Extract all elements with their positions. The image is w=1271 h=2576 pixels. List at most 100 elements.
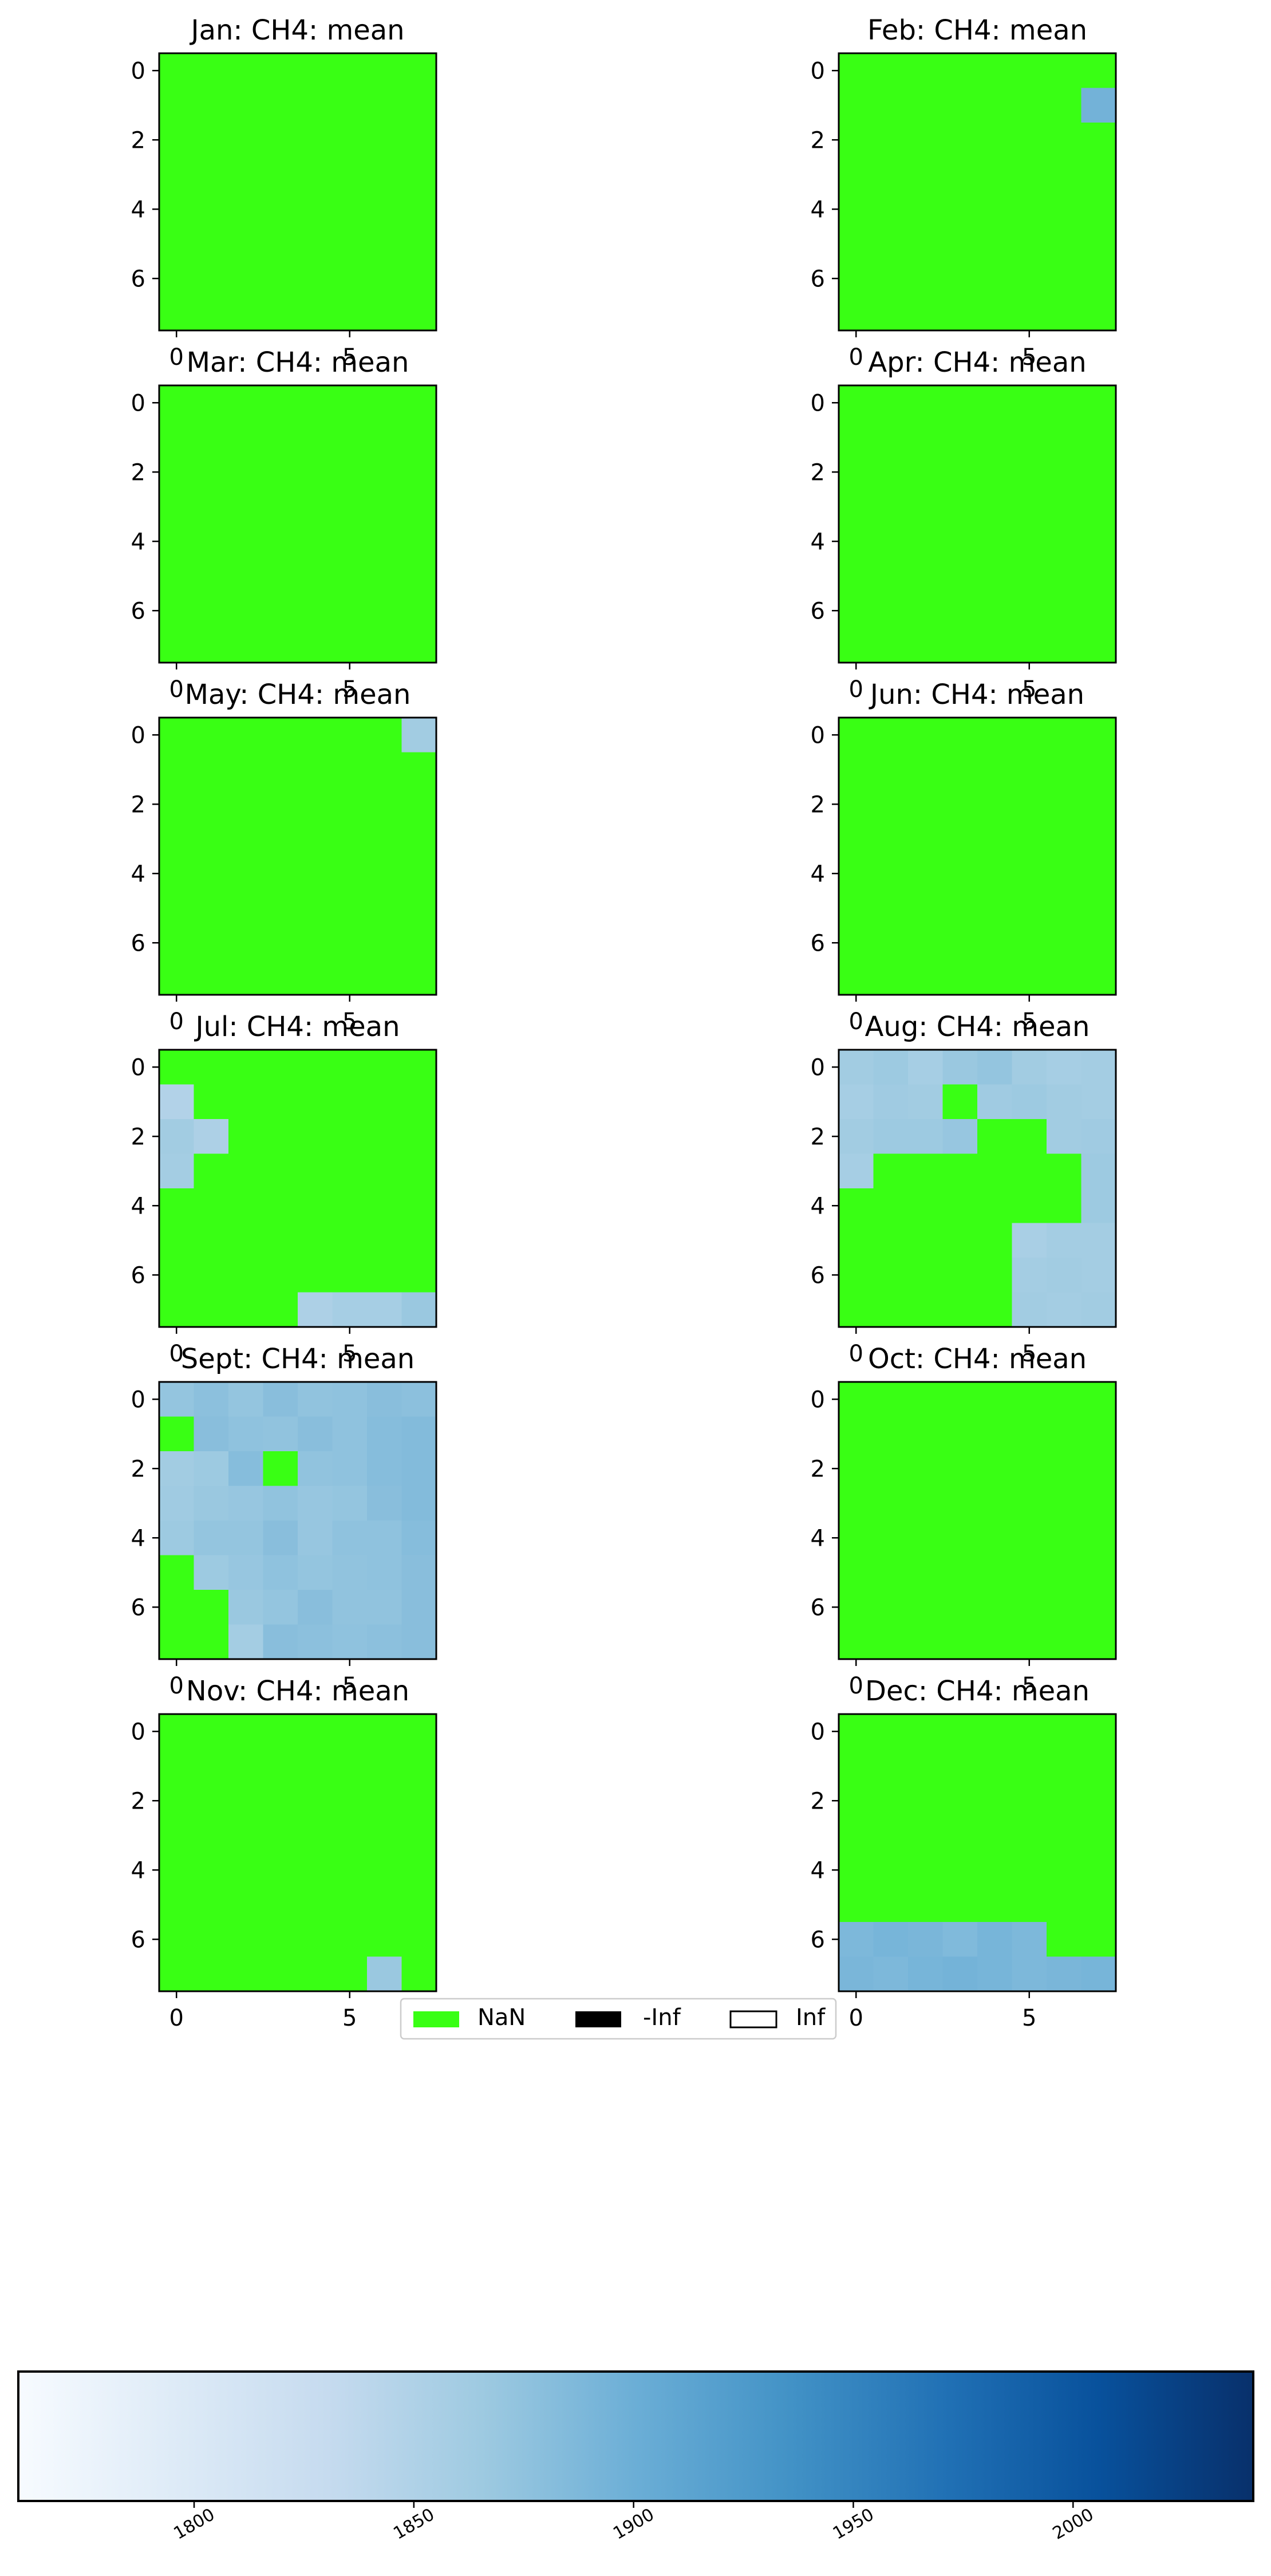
heatmap-cell: [908, 1922, 944, 1957]
heatmap-cell: [298, 821, 333, 857]
panel-title: May: CH4: mean: [185, 679, 411, 711]
heatmap-cell: [159, 1050, 195, 1085]
heatmap-cell: [1081, 1084, 1116, 1120]
heatmap-cell: [367, 593, 402, 629]
heatmap-cell: [298, 1818, 333, 1853]
heatmap-cell: [194, 1119, 229, 1155]
heatmap-cell: [263, 1521, 298, 1556]
heatmap-cell: [1081, 1188, 1116, 1224]
heatmap-cell: [908, 1887, 944, 1923]
heatmap-cell: [159, 1555, 195, 1590]
heatmap-cell: [194, 1783, 229, 1819]
heatmap-cell: [1081, 88, 1116, 123]
x-tick-label: 0: [169, 1673, 184, 1699]
heatmap-cell: [1047, 157, 1082, 192]
axes-frame: [838, 716, 1117, 996]
heatmap-cell: [332, 420, 368, 455]
heatmap-cell: [873, 1956, 909, 1992]
heatmap-cell: [908, 1292, 944, 1328]
heatmap-cell: [298, 192, 333, 227]
heatmap-cell: [908, 420, 944, 455]
heatmap-cell: [228, 1292, 264, 1328]
heatmap-cell: [263, 1292, 298, 1328]
heatmap-cell: [942, 1590, 978, 1625]
heatmap-cell: [908, 718, 944, 753]
heatmap-cell: [159, 1748, 195, 1784]
x-tick-label: 5: [342, 2005, 357, 2031]
heatmap-cell: [228, 420, 264, 455]
heatmap-cell: [1012, 1416, 1047, 1452]
heatmap-cell: [298, 1258, 333, 1293]
heatmap-cell: [401, 628, 437, 663]
heatmap-cell: [873, 891, 909, 926]
heatmap-cell: [873, 1188, 909, 1224]
colorbar-tick-label: 2000: [1049, 2504, 1098, 2543]
heatmap-cell: [263, 1258, 298, 1293]
heatmap-cell: [839, 856, 874, 892]
heatmap-cell: [1081, 1119, 1116, 1155]
heatmap-cell: [977, 1783, 1013, 1819]
heatmap-cell: [194, 1956, 229, 1992]
heatmap-cell: [228, 296, 264, 331]
y-tick-label: 0: [131, 390, 145, 416]
heatmap-cell: [1081, 1818, 1116, 1853]
heatmap-cell: [977, 628, 1013, 663]
heatmap-cell: [332, 524, 368, 560]
heatmap-cell: [194, 1223, 229, 1258]
heatmap-cell: [908, 1818, 944, 1853]
heatmap-cell: [1047, 1223, 1082, 1258]
heatmap-cell: [908, 752, 944, 787]
heatmap-cell: [298, 489, 333, 525]
heatmap-cell: [942, 53, 978, 89]
heatmap-cell: [1081, 420, 1116, 455]
heatmap-cell: [401, 296, 437, 331]
heatmap-cell: [228, 1084, 264, 1120]
heatmap-cell: [1047, 1521, 1082, 1556]
heatmap-cell: [228, 1590, 264, 1625]
heatmap-cell: [401, 53, 437, 89]
heatmap-cell: [908, 1084, 944, 1120]
heatmap-cell: [401, 1714, 437, 1750]
heatmap-cell: [228, 1486, 264, 1521]
heatmap-cell: [839, 1624, 874, 1660]
heatmap-cell: [977, 1119, 1013, 1155]
heatmap-cell: [977, 925, 1013, 961]
heatmap-cell: [194, 1521, 229, 1556]
y-tick-label: 2: [811, 1456, 825, 1482]
heatmap-cell: [401, 1818, 437, 1853]
heatmap-cell: [977, 1050, 1013, 1085]
heatmap-cell: [401, 261, 437, 297]
heatmap-cell: [1081, 1050, 1116, 1085]
x-tick-label: 5: [342, 676, 357, 703]
heatmap-cell: [942, 455, 978, 490]
heatmap-cell: [1081, 53, 1116, 89]
heatmap-cell: [298, 1887, 333, 1923]
heatmap-cell: [401, 489, 437, 525]
heatmap-cell: [908, 1223, 944, 1258]
heatmap-cell: [159, 157, 195, 192]
heatmap-cell: [977, 157, 1013, 192]
heatmap-cell: [298, 123, 333, 158]
heatmap-cell: [942, 718, 978, 753]
heatmap-cell: [401, 1590, 437, 1625]
heatmap-cell: [263, 261, 298, 297]
heatmap-cell: [942, 821, 978, 857]
heatmap-cell: [977, 88, 1013, 123]
colorbar-tick-label: 1950: [830, 2504, 878, 2543]
heatmap-cell: [1047, 1853, 1082, 1888]
heatmap-cell: [1081, 593, 1116, 629]
y-tick-label: 0: [811, 390, 825, 416]
heatmap-cell: [1012, 628, 1047, 663]
heatmap-cell: [263, 1887, 298, 1923]
heatmap-cell: [1081, 1853, 1116, 1888]
heatmap-cell: [332, 1050, 368, 1085]
heatmap-cell: [228, 226, 264, 262]
heatmap-cell: [367, 157, 402, 192]
heatmap-cell: [977, 1922, 1013, 1957]
heatmap-cell: [873, 1292, 909, 1328]
heatmap-cell: [839, 53, 874, 89]
heatmap-cell: [332, 718, 368, 753]
heatmap-cell: [1047, 524, 1082, 560]
heatmap-cell: [298, 558, 333, 594]
